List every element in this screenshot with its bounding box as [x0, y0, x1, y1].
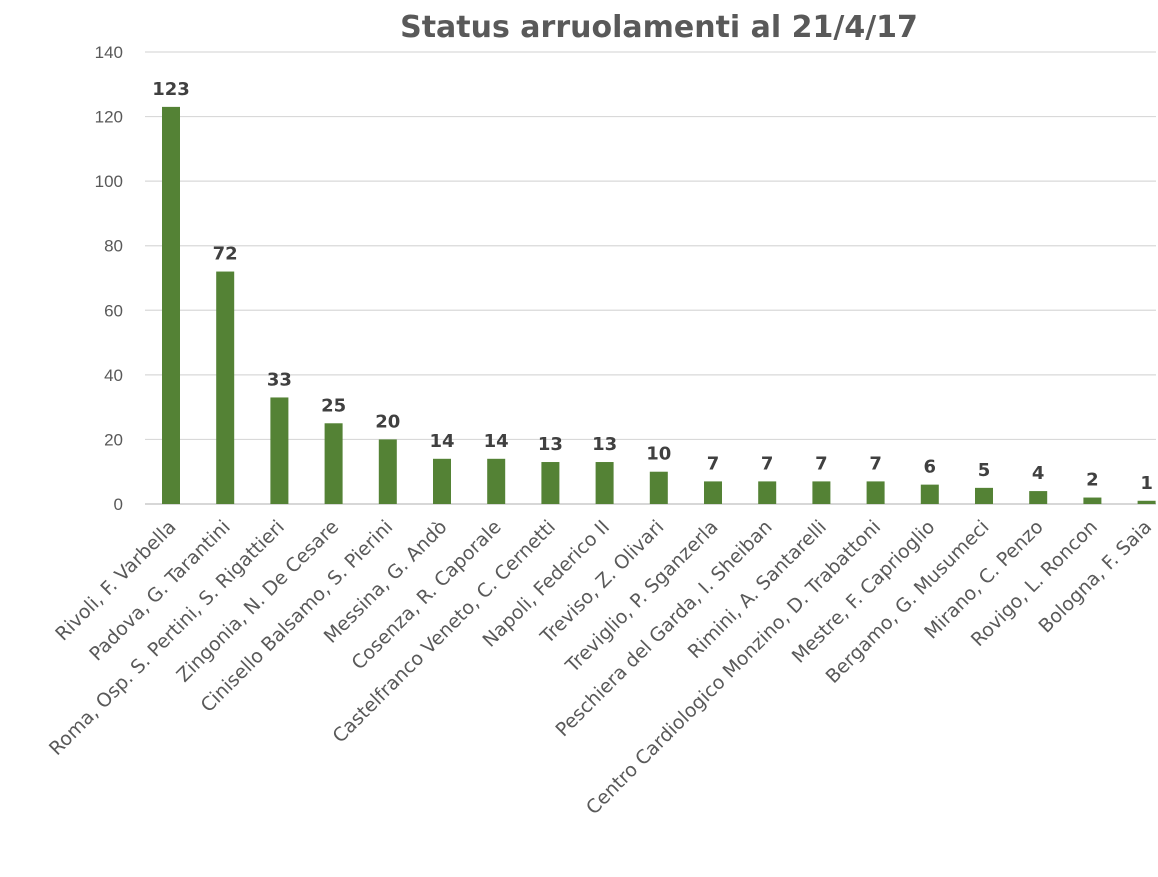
gridlines [145, 51, 1156, 505]
data-label: 1 [1140, 473, 1153, 494]
bar [324, 423, 343, 504]
bar [1029, 491, 1048, 504]
data-label: 13 [592, 434, 617, 455]
data-label: 7 [707, 453, 720, 474]
data-label: 25 [321, 395, 346, 416]
data-label: 14 [484, 431, 509, 452]
x-tick-label: Roma, Osp. S. Pertini, S. Rigattieri [45, 516, 289, 760]
bar [378, 439, 397, 504]
data-label: 10 [646, 444, 671, 465]
data-label: 7 [869, 453, 882, 474]
y-tick-label: 20 [104, 430, 123, 449]
data-label: 72 [213, 244, 238, 265]
y-axis: 0 20 40 60 80 100 120 140 [95, 43, 123, 514]
bar [216, 271, 235, 504]
data-label: 5 [978, 460, 991, 481]
bar [704, 481, 722, 504]
bar [162, 106, 180, 504]
y-tick-label: 80 [104, 237, 123, 256]
bar [1137, 500, 1156, 504]
bar [812, 481, 831, 504]
data-label: 13 [538, 434, 563, 455]
bar [433, 458, 451, 504]
bar [595, 462, 614, 504]
chart-title: Status arruolamenti al 21/4/17 [400, 10, 918, 45]
y-tick-label: 40 [104, 366, 123, 385]
bar [866, 481, 885, 504]
y-tick-label: 0 [114, 495, 123, 514]
data-label: 4 [1032, 463, 1045, 484]
bar [758, 481, 777, 504]
bar [920, 484, 939, 504]
bar [1083, 497, 1102, 504]
data-label: 33 [267, 369, 292, 390]
bar [649, 471, 668, 504]
data-labels: 123 72 33 25 20 14 14 13 13 10 7 7 7 7 6 5 4 2 1 [152, 79, 1153, 494]
bar [487, 458, 506, 504]
bar [541, 462, 560, 504]
data-label: 6 [924, 457, 937, 478]
data-label: 7 [761, 453, 774, 474]
data-label: 14 [429, 431, 454, 452]
data-label: 7 [815, 453, 828, 474]
bar [975, 487, 993, 504]
y-tick-label: 100 [95, 172, 123, 191]
data-label: 123 [152, 79, 190, 100]
data-label: 2 [1086, 470, 1099, 491]
bars [162, 106, 1156, 504]
data-label: 20 [375, 411, 400, 432]
bar [270, 397, 289, 504]
y-tick-label: 60 [104, 301, 123, 320]
y-tick-label: 140 [95, 43, 123, 62]
y-tick-label: 120 [95, 108, 123, 127]
